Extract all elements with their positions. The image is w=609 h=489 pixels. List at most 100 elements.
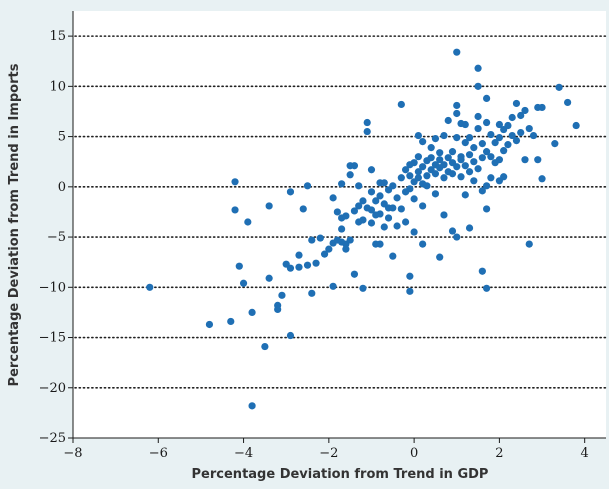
- data-point: [444, 154, 452, 162]
- y-tick-label-4: −5: [47, 230, 66, 245]
- data-point: [440, 161, 448, 169]
- data-point: [278, 291, 286, 299]
- x-tick-label-6: 4: [581, 446, 589, 461]
- data-point: [504, 121, 512, 130]
- data-point: [512, 99, 521, 108]
- data-point: [457, 156, 465, 164]
- data-point: [525, 124, 533, 133]
- data-point: [457, 173, 465, 181]
- data-point: [440, 211, 448, 219]
- data-point: [346, 236, 354, 244]
- data-point: [478, 154, 486, 162]
- data-point: [146, 283, 154, 291]
- data-point: [414, 153, 422, 161]
- data-point: [286, 331, 295, 340]
- data-point: [495, 120, 503, 129]
- data-point: [376, 210, 384, 218]
- data-point: [427, 154, 435, 162]
- data-point: [461, 191, 469, 199]
- y-tick-label-1: −20: [39, 381, 66, 396]
- data-point: [534, 156, 542, 164]
- y-tick-label-6: 5: [58, 130, 66, 145]
- data-point: [367, 219, 376, 227]
- y-tick-label-2: −15: [39, 331, 66, 346]
- data-point: [440, 131, 448, 140]
- data-point: [406, 272, 414, 280]
- data-point: [461, 162, 469, 170]
- data-point: [367, 166, 376, 174]
- data-point: [380, 179, 388, 187]
- data-point: [495, 156, 503, 164]
- data-point: [367, 206, 376, 214]
- x-tick-label-1: −6: [149, 446, 168, 461]
- data-point: [308, 289, 316, 297]
- data-point: [376, 240, 384, 248]
- data-point: [401, 218, 410, 226]
- data-point: [512, 137, 521, 145]
- data-point: [470, 144, 478, 152]
- data-point: [308, 236, 316, 244]
- data-point: [436, 156, 444, 164]
- data-point: [487, 130, 495, 139]
- data-point: [325, 245, 333, 253]
- data-point: [423, 172, 431, 180]
- data-point: [410, 159, 418, 167]
- data-point: [504, 141, 512, 149]
- y-tick-label-7: 10: [49, 79, 66, 94]
- data-point: [410, 228, 418, 236]
- data-point: [248, 308, 256, 317]
- data-point: [483, 94, 491, 103]
- data-point: [521, 106, 529, 115]
- data-point: [286, 264, 295, 272]
- data-point: [448, 170, 457, 178]
- data-point: [529, 131, 538, 140]
- data-point: [517, 111, 525, 120]
- data-point: [517, 128, 525, 137]
- data-point: [295, 263, 303, 271]
- data-point: [474, 124, 482, 133]
- data-point: [483, 148, 491, 156]
- data-point: [538, 175, 546, 183]
- data-point: [355, 202, 363, 210]
- data-point: [521, 156, 529, 164]
- data-point: [406, 185, 414, 193]
- data-point: [538, 103, 546, 112]
- x-tick-label-4: 0: [410, 446, 418, 461]
- data-point: [474, 82, 482, 90]
- x-tick-label-3: −2: [319, 446, 338, 461]
- data-point: [478, 140, 486, 148]
- data-point: [320, 250, 329, 258]
- data-point: [329, 282, 337, 290]
- data-point: [312, 259, 320, 267]
- data-point: [448, 148, 457, 156]
- data-point: [474, 112, 482, 121]
- x-tick-label-0: −8: [63, 446, 82, 461]
- data-point: [248, 402, 256, 410]
- data-point: [333, 208, 341, 216]
- data-point: [389, 204, 397, 212]
- data-point: [483, 182, 491, 190]
- data-point: [431, 170, 440, 178]
- data-point: [286, 188, 295, 196]
- data-point: [478, 267, 486, 275]
- data-point: [295, 251, 303, 259]
- data-point: [231, 206, 239, 214]
- data-point: [508, 131, 516, 140]
- data-point: [414, 174, 422, 182]
- data-point: [474, 64, 482, 72]
- data-point: [329, 194, 337, 202]
- data-point: [397, 174, 405, 182]
- data-point: [231, 178, 239, 186]
- data-point: [393, 194, 401, 202]
- data-point: [453, 48, 461, 56]
- data-point: [474, 165, 482, 173]
- data-point: [419, 138, 427, 146]
- data-point: [572, 121, 580, 130]
- data-point: [372, 197, 380, 205]
- data-point: [380, 223, 388, 231]
- data-point: [338, 225, 346, 233]
- data-point: [303, 261, 312, 269]
- data-point: [355, 182, 363, 190]
- data-points: [146, 48, 580, 410]
